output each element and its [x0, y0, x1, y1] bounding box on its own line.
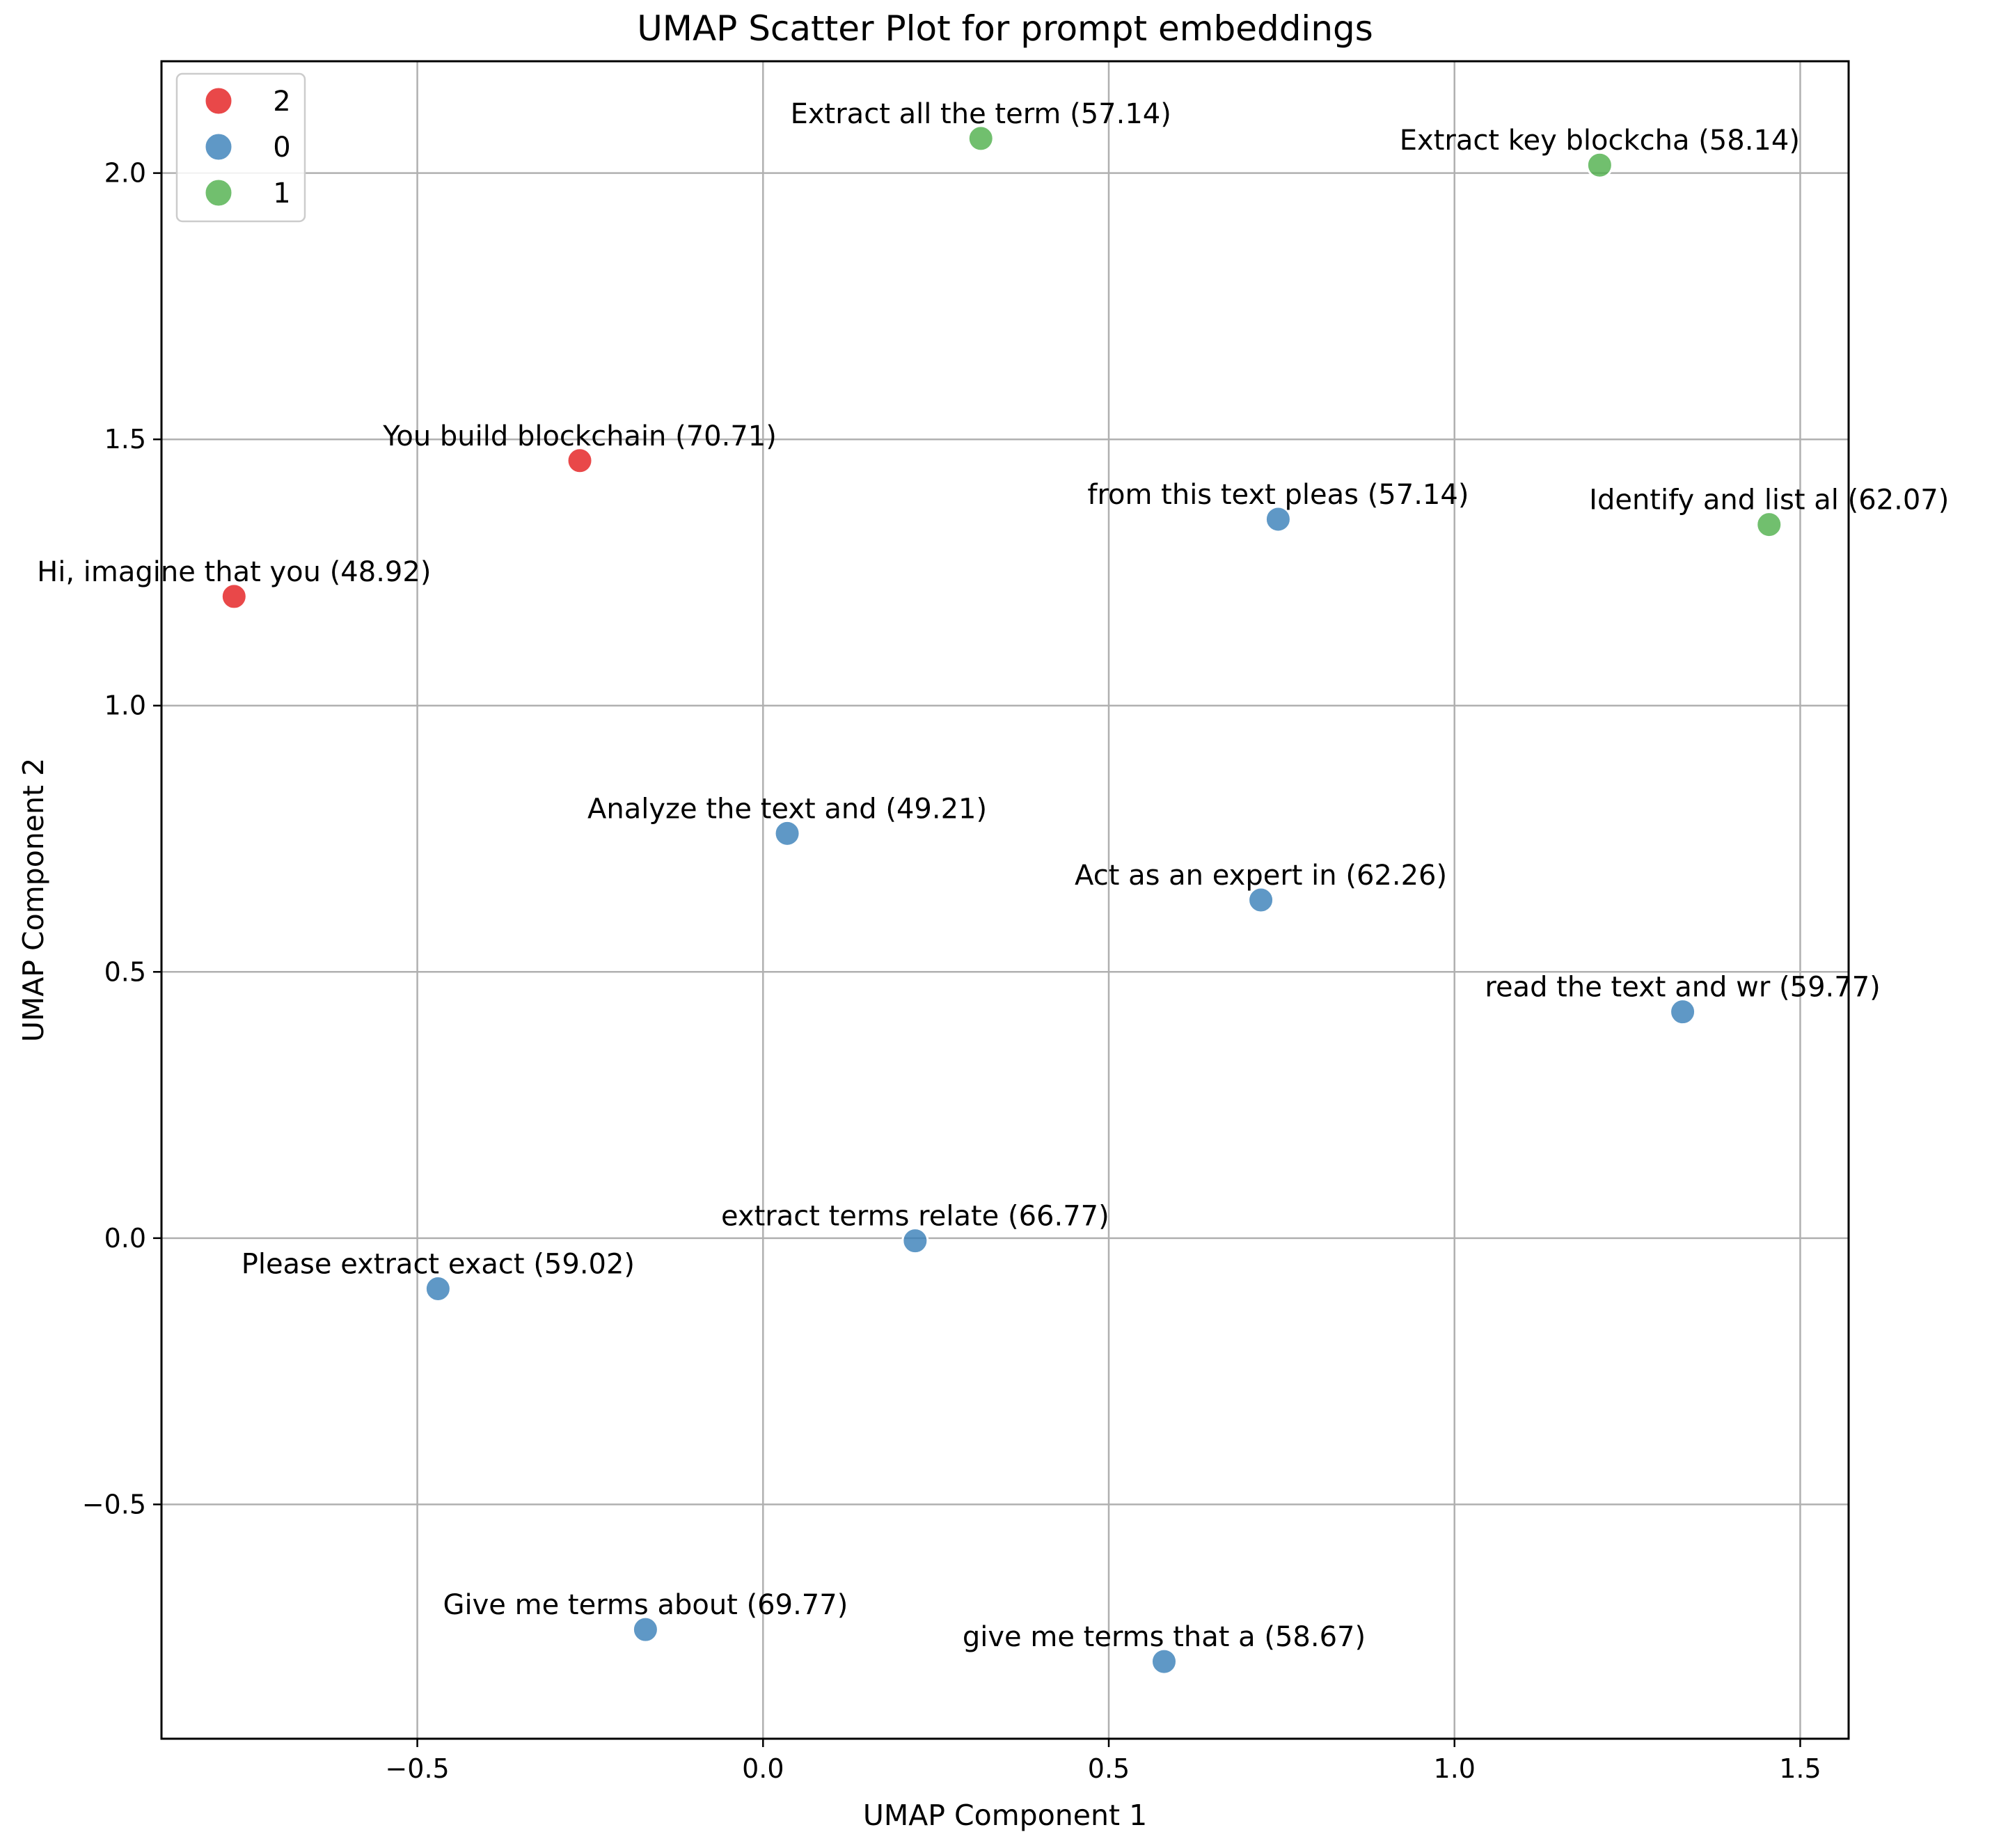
point-label: read the text and wr (59.77) [1485, 972, 1880, 1004]
point-label: Give me terms about (69.77) [443, 1589, 848, 1621]
y-axis-label: UMAP Component 2 [17, 758, 50, 1042]
point-label: Extract key blockcha (58.14) [1400, 125, 1800, 157]
plot-area-frame [160, 60, 1850, 1740]
x-axis-label: UMAP Component 1 [863, 1799, 1147, 1832]
scatter-point-cluster-1 [967, 125, 995, 152]
scatter-point-cluster-0 [1247, 886, 1275, 914]
scatter-point-cluster-1 [1586, 151, 1613, 179]
legend-marker [203, 177, 234, 208]
y-tick-label: 1.0 [104, 690, 146, 721]
x-tick-label: 0.0 [742, 1753, 784, 1784]
y-tick-label: 0.5 [104, 956, 146, 987]
scatter-point-cluster-2 [220, 583, 248, 610]
legend-label: 1 [273, 177, 290, 210]
point-label: Hi, imagine that you (48.92) [37, 556, 431, 588]
axis-ticks: −0.5 0.0 0.5 1.0 1.5 −0.5 0.0 0.5 1.0 1.5 2.0 [82, 158, 1821, 1784]
point-label: Please extract exact (59.02) [242, 1249, 635, 1281]
y-tick-label: 2.0 [104, 158, 146, 189]
point-label: extract terms relate (66.77) [721, 1201, 1109, 1233]
scatter-point-cluster-0 [631, 1616, 659, 1643]
x-tick-label: 0.5 [1088, 1753, 1130, 1784]
point-label: Analyze the text and (49.21) [587, 793, 987, 825]
y-tick-label: 0.0 [104, 1223, 146, 1254]
scatter-point-cluster-0 [1150, 1648, 1178, 1675]
scatter-point-cluster-0 [424, 1275, 452, 1303]
x-tick-label: −0.5 [385, 1753, 449, 1784]
point-label: from this text pleas (57.14) [1087, 479, 1469, 511]
point-labels: Extract all the term (57.14) Extract key … [37, 98, 1949, 1653]
legend-label: 0 [273, 132, 290, 164]
x-tick-label: 1.0 [1434, 1753, 1476, 1784]
legend: 2 0 1 [175, 72, 306, 223]
scatter-point-cluster-0 [773, 819, 801, 847]
point-label: Identify and list al (62.07) [1589, 484, 1949, 516]
point-label: give me terms that a (58.67) [963, 1621, 1366, 1653]
scatter-point-cluster-0 [1669, 998, 1697, 1026]
y-tick-label: −0.5 [82, 1489, 146, 1519]
scatter-point-cluster-1 [1755, 511, 1783, 539]
legend-label: 2 [273, 86, 290, 118]
point-label: You build blockchain (70.71) [382, 420, 777, 452]
chart-title: UMAP Scatter Plot for prompt embeddings [637, 8, 1373, 49]
y-tick-label: 1.5 [104, 424, 146, 455]
x-tick-label: 1.5 [1779, 1753, 1821, 1784]
legend-marker [203, 86, 234, 116]
grid [161, 61, 1849, 1739]
scatter-point-cluster-2 [566, 447, 594, 475]
data-points [220, 125, 1783, 1675]
point-label: Extract all the term (57.14) [791, 98, 1171, 130]
legend-marker [203, 132, 234, 162]
scatter-point-cluster-0 [901, 1227, 929, 1255]
scatter-point-cluster-0 [1264, 505, 1292, 533]
point-label: Act as an expert in (62.26) [1075, 860, 1447, 892]
